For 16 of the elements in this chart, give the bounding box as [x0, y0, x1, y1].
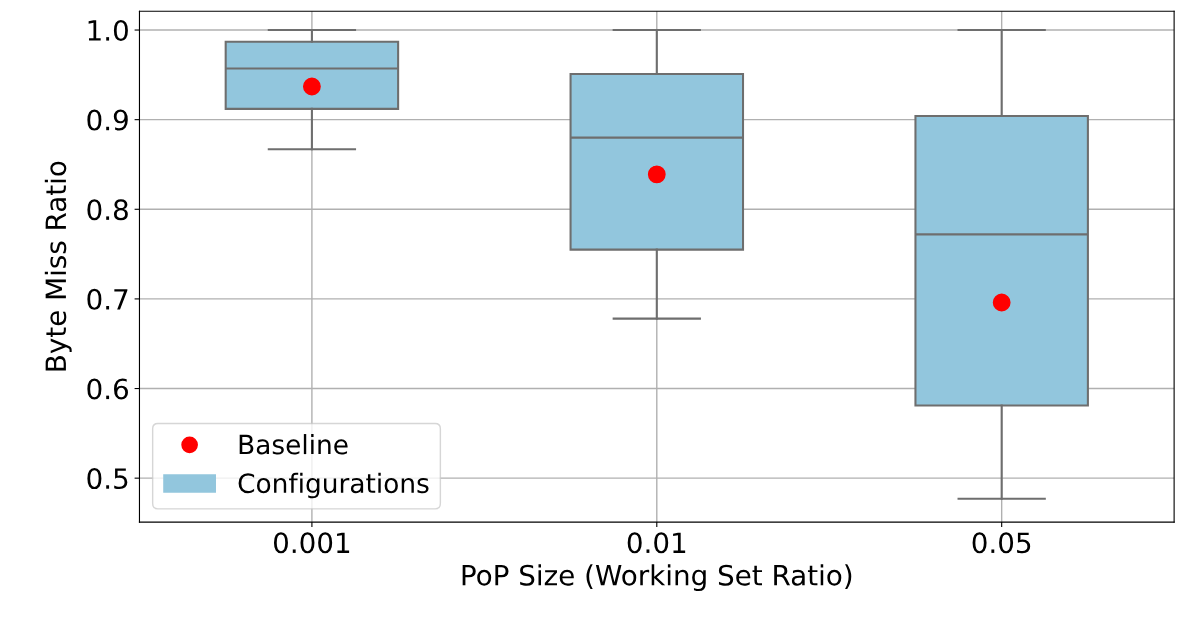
- x-axis-title: PoP Size (Working Set Ratio): [462, 564, 852, 592]
- point: [647, 165, 666, 184]
- y-tick-label: 0.9: [87, 109, 128, 131]
- point: [302, 77, 321, 96]
- y-axis-title: Byte Miss Ratio: [44, 161, 72, 371]
- y-tick-label: 0.5: [87, 468, 128, 490]
- x-tick-label: 0.01: [627, 532, 686, 554]
- x-tick-label: 0.05: [972, 532, 1031, 554]
- y-tick-label: 0.8: [87, 199, 128, 221]
- legend-label: Configurations: [238, 472, 429, 499]
- x-tick-label: 0.001: [273, 532, 350, 554]
- legend-label: Baseline: [239, 434, 348, 455]
- y-tick-label: 0.6: [87, 378, 128, 400]
- y-tick-label: 1.0: [88, 19, 128, 41]
- y-tick-label: 0.7: [87, 288, 128, 310]
- point: [992, 293, 1011, 312]
